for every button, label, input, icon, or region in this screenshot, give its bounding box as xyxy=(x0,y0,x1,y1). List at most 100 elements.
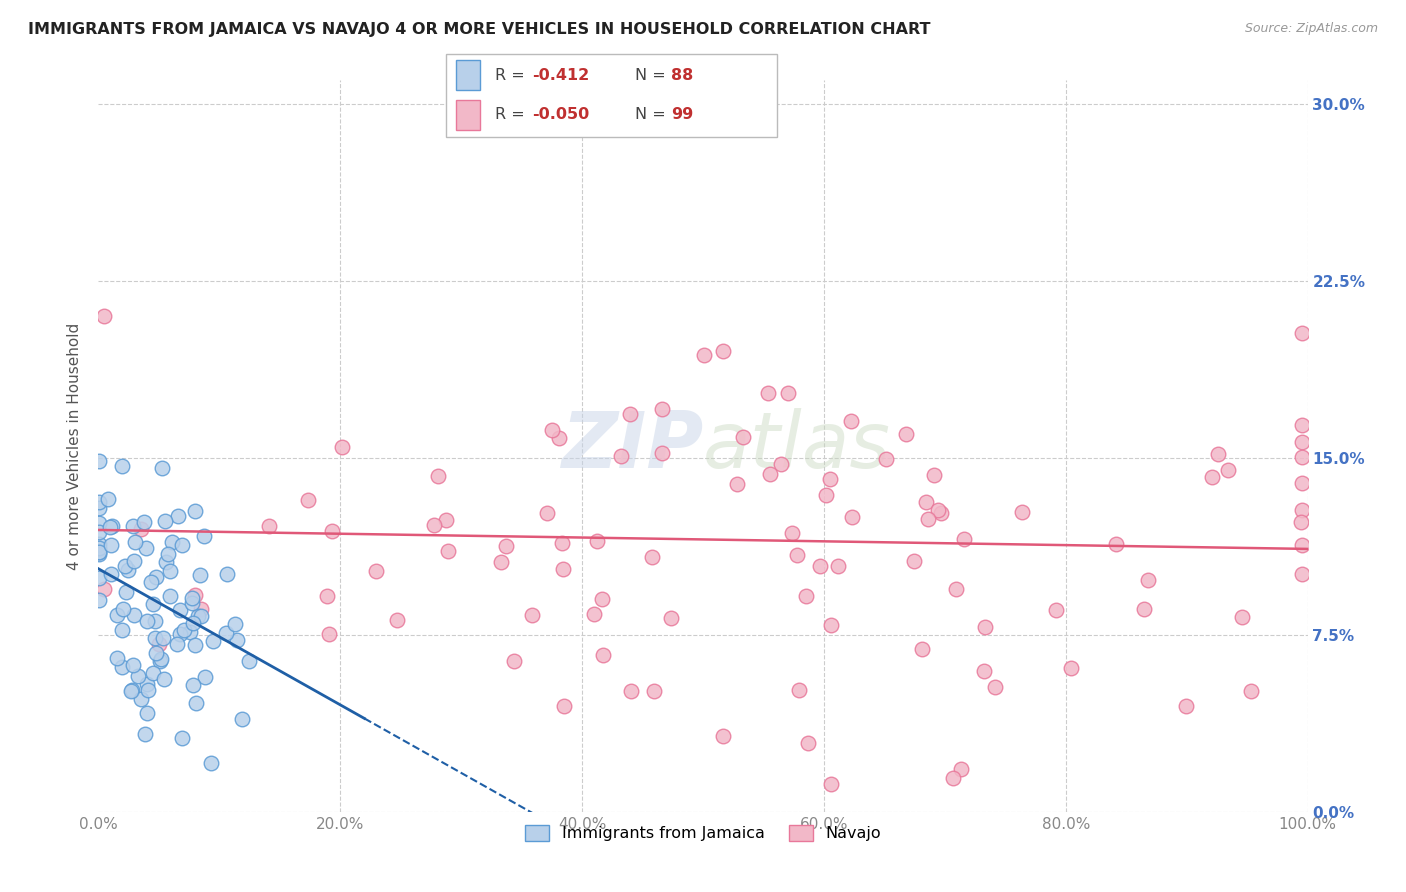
Point xyxy=(896,426,918,441)
Point xyxy=(160,534,183,549)
Point xyxy=(927,503,949,517)
Point xyxy=(187,608,209,623)
Point xyxy=(1291,326,1313,340)
Point xyxy=(787,682,810,697)
Point xyxy=(135,614,157,628)
Point xyxy=(145,646,167,660)
Text: -0.412: -0.412 xyxy=(533,68,589,83)
Legend: Immigrants from Jamaica, Navajo: Immigrants from Jamaica, Navajo xyxy=(519,818,887,847)
Point xyxy=(489,555,512,569)
Point xyxy=(134,727,156,741)
Point xyxy=(143,614,166,628)
Point xyxy=(659,611,682,625)
Text: -0.050: -0.050 xyxy=(533,107,589,121)
Point xyxy=(827,558,849,573)
Text: 99: 99 xyxy=(671,107,693,121)
Text: R =: R = xyxy=(495,68,530,83)
Point xyxy=(610,449,633,463)
Point xyxy=(1201,470,1223,484)
Point xyxy=(1291,434,1313,449)
Point xyxy=(122,608,145,623)
Point xyxy=(190,567,212,582)
Point xyxy=(111,660,134,674)
Point xyxy=(225,632,247,647)
Point xyxy=(953,533,976,547)
Point xyxy=(841,510,863,524)
Point xyxy=(231,712,253,726)
Point xyxy=(1291,538,1313,552)
Point xyxy=(152,631,174,645)
Point xyxy=(591,591,613,606)
FancyBboxPatch shape xyxy=(446,54,778,137)
Point xyxy=(815,488,838,502)
Point xyxy=(332,440,354,454)
Point xyxy=(551,562,574,576)
Point xyxy=(100,567,122,582)
Point xyxy=(87,593,110,607)
Point xyxy=(173,623,195,637)
Point xyxy=(1206,447,1229,461)
Point xyxy=(97,491,120,506)
Point xyxy=(1291,515,1313,529)
Point xyxy=(179,624,201,639)
Point xyxy=(87,547,110,561)
Point xyxy=(786,549,808,563)
Point xyxy=(98,519,121,533)
Point xyxy=(984,680,1007,694)
Point xyxy=(436,544,458,558)
Point xyxy=(776,386,799,401)
Point xyxy=(917,511,939,525)
Point xyxy=(181,591,204,605)
Point xyxy=(200,756,222,770)
Point xyxy=(181,596,204,610)
Point xyxy=(318,627,340,641)
Point xyxy=(950,762,973,776)
Point xyxy=(183,616,205,631)
Point xyxy=(87,541,110,556)
Point xyxy=(101,519,124,533)
Point xyxy=(117,563,139,577)
Point xyxy=(122,553,145,567)
Point xyxy=(105,650,128,665)
Point xyxy=(582,607,605,622)
Point xyxy=(973,664,995,678)
Point xyxy=(121,683,143,698)
Point xyxy=(759,467,782,481)
Point xyxy=(973,620,995,634)
Point xyxy=(711,344,734,359)
Point xyxy=(121,657,143,672)
Point xyxy=(796,735,818,749)
Point xyxy=(136,683,159,698)
Y-axis label: 4 or more Vehicles in Household: 4 or more Vehicles in Household xyxy=(67,322,83,570)
FancyBboxPatch shape xyxy=(457,61,479,90)
Point xyxy=(129,523,152,537)
Point xyxy=(135,677,157,691)
Point xyxy=(166,636,188,650)
Point xyxy=(143,631,166,645)
Point xyxy=(87,545,110,559)
Point xyxy=(111,458,134,473)
Point xyxy=(553,699,575,714)
Point xyxy=(139,575,162,590)
Point xyxy=(364,564,387,578)
Point xyxy=(124,534,146,549)
Point xyxy=(150,652,173,666)
Point xyxy=(725,477,748,491)
Point xyxy=(931,506,953,520)
Point xyxy=(540,423,562,437)
Point xyxy=(87,516,110,531)
Point xyxy=(875,451,897,466)
Point xyxy=(153,514,176,528)
Text: ZIP: ZIP xyxy=(561,408,703,484)
Point xyxy=(215,566,238,581)
Point xyxy=(711,729,734,743)
Point xyxy=(93,309,115,323)
Point xyxy=(910,641,932,656)
Text: R =: R = xyxy=(495,107,530,121)
Point xyxy=(87,454,110,468)
Point xyxy=(841,414,863,428)
Point xyxy=(238,654,260,668)
Point xyxy=(585,533,607,548)
Point xyxy=(135,541,157,555)
Point xyxy=(945,582,967,596)
